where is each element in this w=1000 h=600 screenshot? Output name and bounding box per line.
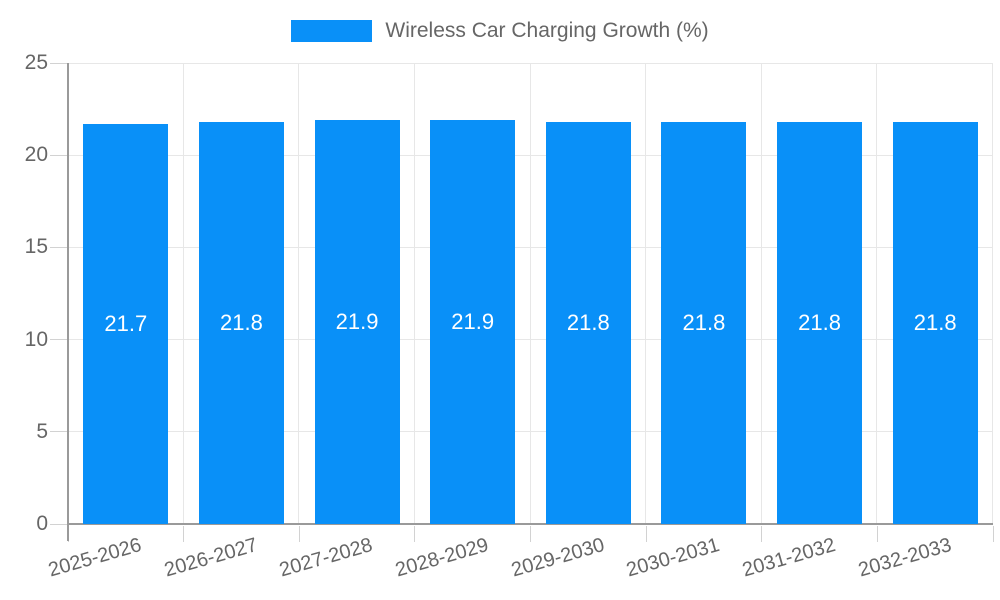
v-gridline [529, 63, 531, 524]
bar-value-label: 21.8 [798, 309, 841, 335]
y-axis-label: 10 [24, 327, 48, 351]
bar-value-label: 21.8 [682, 309, 726, 335]
bar-value-label: 21.8 [913, 309, 957, 335]
bar-2026-2027[interactable]: 21.8 [198, 122, 284, 524]
v-gridline [992, 63, 993, 524]
bar-value-label: 21.7 [104, 310, 148, 336]
chart-legend[interactable]: Wireless Car Charging Growth (%) [0, 19, 1000, 43]
h-gridline [68, 339, 993, 341]
y-axis-line [66, 63, 69, 541]
x-axis-label: 2032-2033 [855, 533, 954, 582]
bar-2029-2030[interactable]: 21.8 [545, 122, 631, 524]
bar-2028-2029[interactable]: 21.9 [430, 120, 516, 524]
x-axis-tick [992, 526, 994, 542]
v-gridline [645, 63, 647, 524]
x-axis-label: 2031-2032 [739, 533, 838, 582]
x-axis-line [68, 523, 993, 525]
x-axis-tick [761, 526, 763, 542]
v-gridline [760, 63, 762, 524]
x-axis-label: 2029-2030 [508, 533, 607, 582]
bar-value-label: 21.9 [451, 309, 495, 335]
h-gridline [68, 62, 993, 64]
y-axis-tick [50, 339, 68, 341]
y-axis-label: 25 [24, 51, 48, 74]
x-axis-tick [183, 526, 185, 542]
v-gridline [413, 63, 415, 524]
h-gridline [68, 431, 993, 433]
bar-2031-2032[interactable]: 21.8 [777, 122, 863, 524]
legend-swatch [291, 20, 373, 42]
x-axis-tick [530, 526, 531, 542]
y-axis-tick [50, 523, 68, 525]
bar-value-label: 21.9 [335, 309, 379, 335]
v-gridline [876, 63, 878, 524]
x-axis-label: 2027-2028 [277, 533, 376, 582]
y-axis-tick [50, 154, 68, 156]
y-axis-label: 15 [24, 235, 48, 259]
x-axis-tick [876, 526, 878, 542]
x-axis-label: 2026-2027 [161, 533, 260, 582]
bar-2025-2026[interactable]: 21.7 [83, 123, 169, 524]
y-axis-tick [50, 246, 68, 248]
h-gridline [68, 246, 993, 248]
y-axis-label: 20 [24, 143, 48, 167]
x-axis-tick [645, 526, 647, 542]
legend-label: Wireless Car Charging Growth (%) [385, 19, 709, 42]
x-axis-tick [414, 526, 416, 542]
bar-2027-2028[interactable]: 21.9 [314, 120, 400, 524]
h-gridline [68, 154, 993, 156]
y-axis-label: 5 [36, 419, 48, 443]
x-axis-label: 2025-2026 [46, 533, 145, 582]
v-gridline [298, 63, 300, 524]
y-axis-tick [50, 431, 68, 433]
x-axis-label: 2030-2031 [624, 533, 723, 582]
bar-value-label: 21.8 [220, 309, 263, 335]
bar-value-label: 21.8 [566, 309, 610, 335]
bar-2032-2033[interactable]: 21.8 [892, 122, 978, 524]
bar-2030-2031[interactable]: 21.8 [661, 122, 747, 524]
y-axis-label: 0 [36, 512, 48, 535]
x-axis-label: 2028-2029 [393, 533, 492, 582]
y-axis-tick [50, 62, 68, 64]
v-gridline [182, 63, 184, 524]
x-axis-tick [298, 526, 300, 542]
